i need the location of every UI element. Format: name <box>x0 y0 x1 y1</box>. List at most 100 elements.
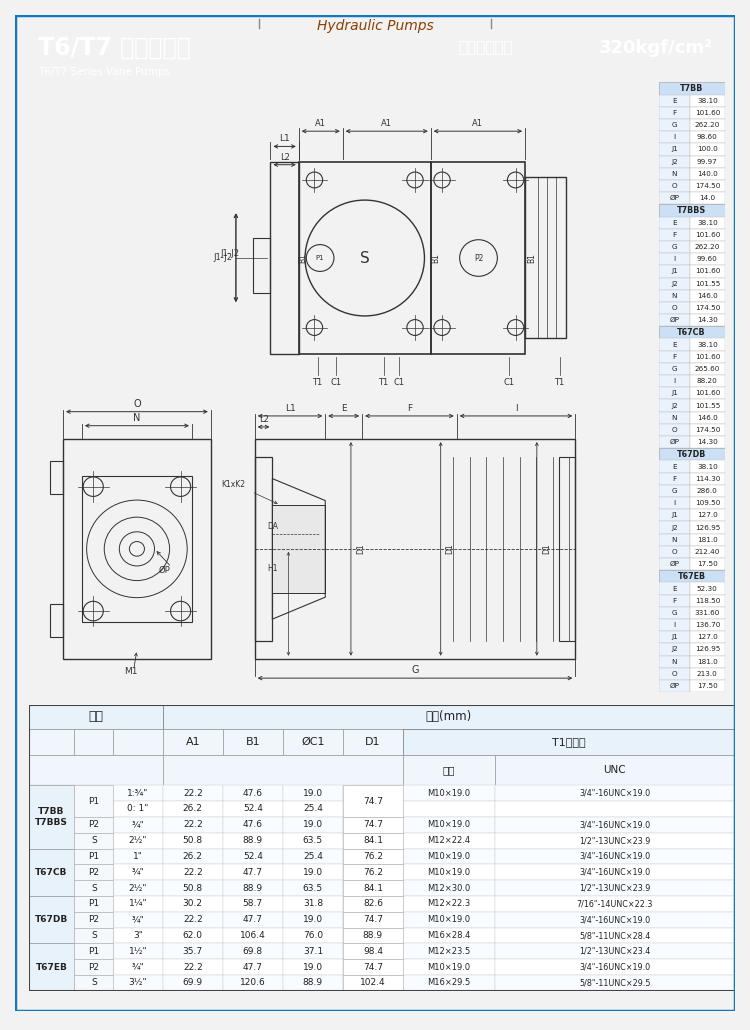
Bar <box>74 817 113 832</box>
Text: 100.0: 100.0 <box>697 146 718 152</box>
Text: ØP: ØP <box>669 561 680 568</box>
Text: T67CB: T67CB <box>677 328 706 337</box>
Text: 146.0: 146.0 <box>697 293 718 299</box>
Text: 1:¾": 1:¾" <box>128 789 148 797</box>
Text: 3½": 3½" <box>129 978 147 988</box>
Bar <box>163 801 223 817</box>
Bar <box>283 896 343 912</box>
Text: J1: J1 <box>671 390 678 397</box>
Bar <box>343 801 403 817</box>
Text: 181.0: 181.0 <box>697 537 718 543</box>
Text: 最高工作壓力: 最高工作壓力 <box>458 40 512 56</box>
Text: M10×19.0: M10×19.0 <box>427 789 470 797</box>
Bar <box>658 558 690 571</box>
Text: O: O <box>671 549 677 555</box>
Bar <box>343 943 403 959</box>
Text: S: S <box>91 884 97 893</box>
Bar <box>74 959 113 975</box>
Text: T7BBS: T7BBS <box>676 206 706 215</box>
Text: J1: J1 <box>671 146 678 152</box>
Bar <box>495 864 735 881</box>
Text: 114.30: 114.30 <box>694 476 720 482</box>
Bar <box>28 881 74 896</box>
Text: M10×19.0: M10×19.0 <box>427 867 470 877</box>
Text: DA: DA <box>268 521 278 530</box>
Bar <box>343 881 403 896</box>
Bar <box>343 959 403 975</box>
Bar <box>690 119 724 131</box>
Bar <box>658 534 690 546</box>
Text: J2: J2 <box>671 159 678 165</box>
Text: 74.7: 74.7 <box>363 963 383 971</box>
Bar <box>690 363 724 375</box>
Text: 82.6: 82.6 <box>363 899 383 908</box>
Bar <box>163 729 223 755</box>
Bar <box>163 755 403 785</box>
Bar <box>658 216 690 229</box>
Text: M12×23.5: M12×23.5 <box>427 947 470 956</box>
Text: 84.1: 84.1 <box>363 884 383 893</box>
Text: 102.4: 102.4 <box>360 978 386 988</box>
Bar <box>658 667 690 680</box>
Bar <box>223 817 283 832</box>
Bar <box>658 436 690 448</box>
Bar <box>658 107 690 119</box>
Text: 1/2"-13UNC×23.4: 1/2"-13UNC×23.4 <box>579 947 650 956</box>
Text: K1xK2: K1xK2 <box>221 480 245 489</box>
Bar <box>28 912 74 928</box>
Text: I: I <box>674 378 676 384</box>
Text: T7BB
T7BBS: T7BB T7BBS <box>35 808 68 827</box>
Text: M16×28.4: M16×28.4 <box>427 931 470 940</box>
Text: E: E <box>672 342 676 347</box>
Text: ØP: ØP <box>669 196 680 201</box>
Text: J1: J1 <box>671 634 678 641</box>
Bar <box>690 644 724 655</box>
Text: T1: T1 <box>379 378 388 387</box>
Text: T1: T1 <box>313 378 322 387</box>
Bar <box>495 928 735 943</box>
Text: ØC1: ØC1 <box>301 736 325 747</box>
Bar <box>495 959 735 975</box>
Text: 286.0: 286.0 <box>697 488 718 494</box>
Text: 106.4: 106.4 <box>240 931 266 940</box>
Text: B1: B1 <box>298 253 307 263</box>
Text: UNC: UNC <box>604 765 626 775</box>
Text: A1: A1 <box>315 119 326 128</box>
Bar <box>658 448 724 460</box>
Text: 1½": 1½" <box>129 947 147 956</box>
Text: G: G <box>671 123 677 128</box>
Text: L1: L1 <box>279 134 290 143</box>
Bar <box>343 912 403 928</box>
Text: 74.7: 74.7 <box>363 796 383 805</box>
Text: 22.2: 22.2 <box>183 867 203 877</box>
Bar <box>50 461 63 494</box>
Text: J1-J2: J1-J2 <box>214 253 232 263</box>
Text: N: N <box>671 171 677 177</box>
Text: 22.2: 22.2 <box>183 916 203 924</box>
Text: J1-J2: J1-J2 <box>220 248 239 258</box>
Text: 99.97: 99.97 <box>697 159 718 165</box>
Bar <box>658 631 690 644</box>
Bar <box>74 832 113 849</box>
Bar <box>74 864 113 881</box>
Text: 公制: 公制 <box>442 765 455 775</box>
Bar <box>403 975 495 991</box>
Bar <box>690 266 724 277</box>
Bar <box>283 849 343 864</box>
Bar <box>495 801 735 817</box>
Text: 38.10: 38.10 <box>697 219 718 226</box>
Text: 19.0: 19.0 <box>303 820 323 829</box>
Bar <box>690 193 724 204</box>
Bar <box>658 277 690 289</box>
Bar <box>223 785 283 801</box>
Bar <box>658 82 724 95</box>
Bar <box>658 168 690 180</box>
Text: J1: J1 <box>671 269 678 274</box>
Text: 35.7: 35.7 <box>183 947 203 956</box>
Bar <box>50 604 63 637</box>
Text: O: O <box>671 183 677 190</box>
Bar <box>28 705 163 729</box>
Bar <box>74 896 113 912</box>
Bar <box>690 412 724 424</box>
Bar <box>163 849 223 864</box>
